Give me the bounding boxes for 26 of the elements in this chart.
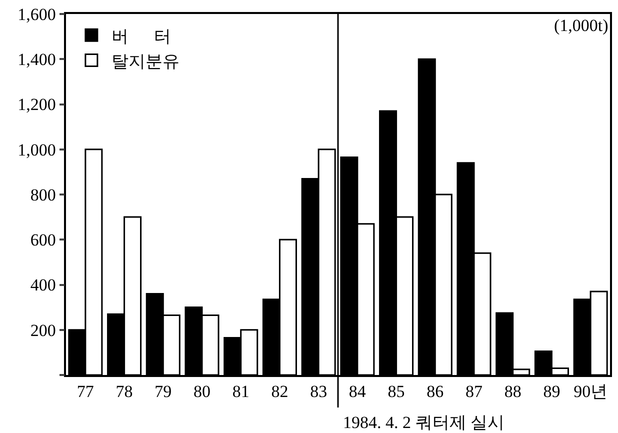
y-tick-label: 200 xyxy=(30,320,56,340)
x-tick-label: 88 xyxy=(504,382,522,402)
y-tick-label: 1,200 xyxy=(18,95,56,114)
x-tick-label: 87 xyxy=(466,382,483,402)
x-tick-label: 89 xyxy=(543,382,560,402)
y-tick-label: 400 xyxy=(30,276,56,295)
legend-label: 탈지분유 xyxy=(111,52,180,71)
y-tick-label: 1,600 xyxy=(18,4,56,24)
x-tick-label: 81 xyxy=(232,382,250,402)
legend-label: 버 터 xyxy=(111,26,171,46)
x-tick-label: 90년 xyxy=(574,382,608,402)
x-tick-label: 84 xyxy=(348,382,366,402)
x-tick-label: 78 xyxy=(116,382,133,402)
y-tick-label: 1,000 xyxy=(18,140,56,160)
y-tick-label: 800 xyxy=(30,185,56,204)
x-tick-label: 86 xyxy=(426,382,444,402)
x-tick-label: 80 xyxy=(194,382,210,402)
y-tick-label: 1,400 xyxy=(18,50,56,70)
x-tick-label: 82 xyxy=(271,382,288,402)
annotation: (1,000t) xyxy=(554,16,608,35)
x-tick-label: 79 xyxy=(154,382,172,402)
x-tick-label: 77 xyxy=(76,382,94,402)
y-tick-label: 600 xyxy=(30,230,56,250)
ref-line-label: 1984. 4. 2 쿼터제 실시 xyxy=(343,413,504,432)
x-tick-label: 85 xyxy=(388,382,405,402)
x-tick-label: 83 xyxy=(310,382,328,402)
